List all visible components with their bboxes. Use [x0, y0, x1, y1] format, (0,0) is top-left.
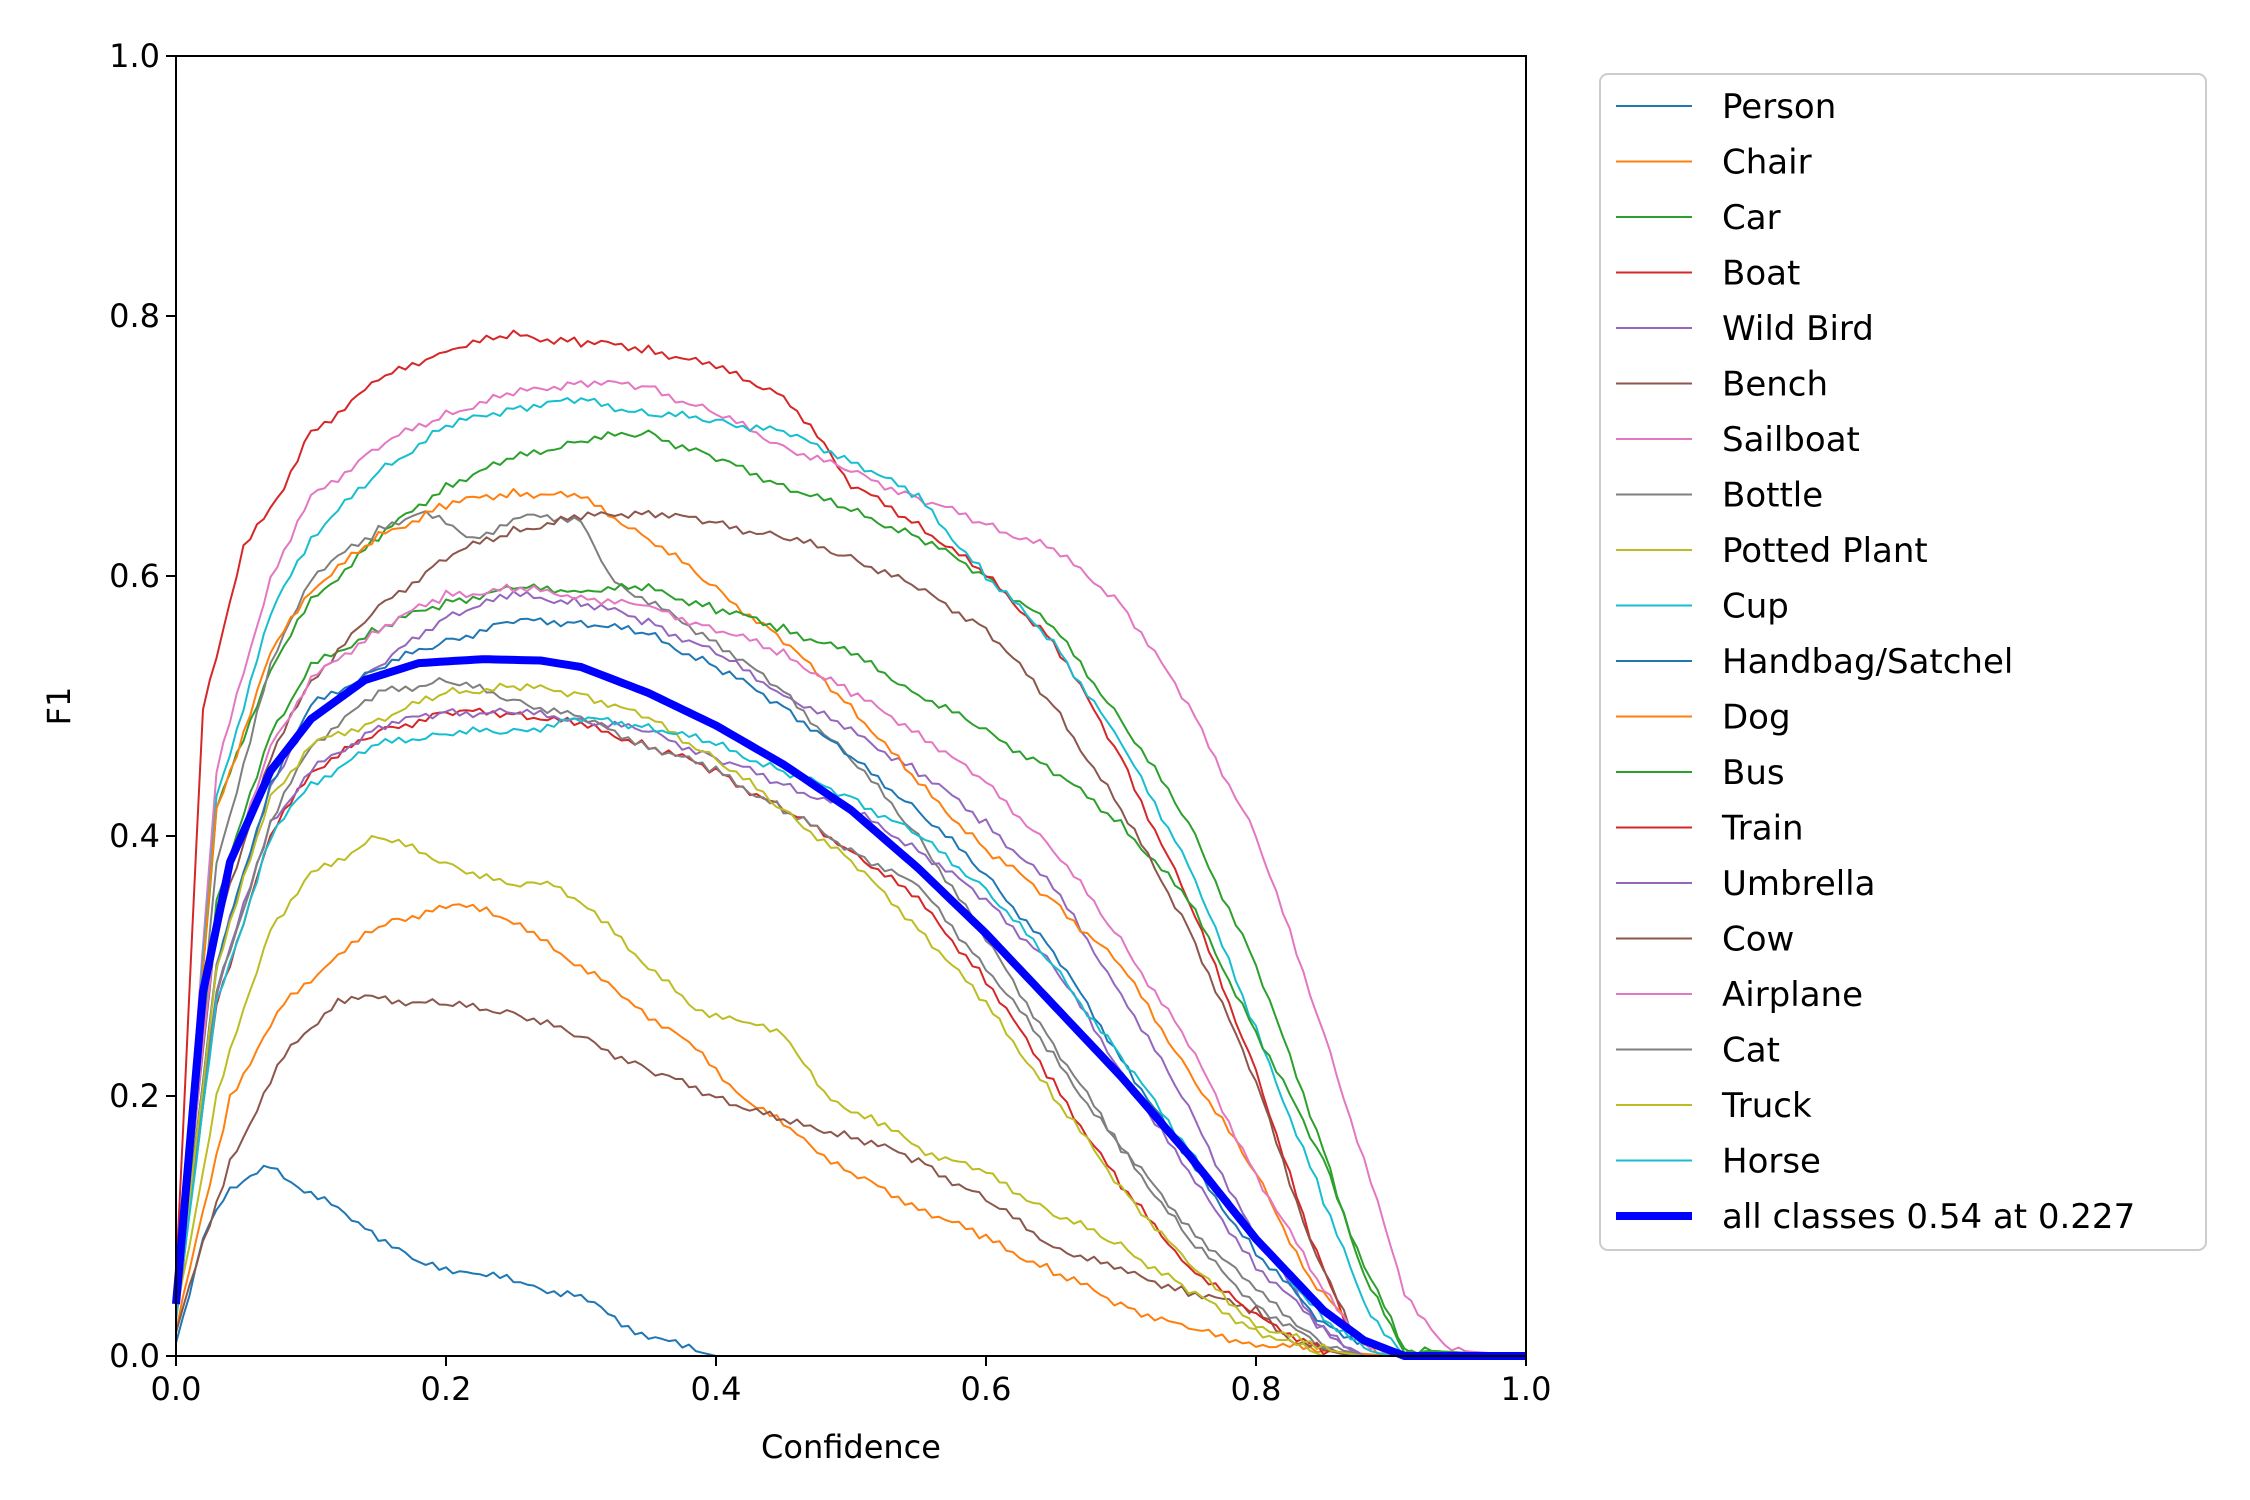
- legend-label: Boat: [1722, 254, 1800, 294]
- series-line-bottle: [175, 510, 1526, 1357]
- x-axis-label: Confidence: [761, 1428, 941, 1466]
- legend-item: Dog: [1616, 698, 1791, 738]
- legend-item: Person: [1616, 87, 1836, 127]
- legend-item: all classes 0.54 at 0.227: [1616, 1197, 2135, 1237]
- legend-label: Cat: [1722, 1031, 1780, 1071]
- legend-label: Chair: [1722, 143, 1812, 183]
- legend-item: Cat: [1616, 1031, 1780, 1071]
- legend-item: Cup: [1616, 587, 1789, 627]
- legend-item: Umbrella: [1616, 864, 1875, 904]
- series-line-truck: [175, 682, 1526, 1357]
- series-line-wild-bird: [175, 590, 1526, 1357]
- series-line-chair: [175, 903, 1526, 1357]
- legend-label: Bench: [1722, 365, 1828, 405]
- x-axis-ticks: 0.0 0.2 0.4 0.6 0.8 1.0: [151, 1356, 1552, 1408]
- series-line-cow: [175, 509, 1526, 1357]
- series-line-bench: [175, 994, 1526, 1357]
- legend-label: Bus: [1722, 753, 1785, 793]
- legend-label: Person: [1722, 87, 1836, 127]
- series-line-cat: [175, 677, 1526, 1357]
- legend-label: Handbag/Satchel: [1722, 642, 2013, 682]
- legend-label: all classes 0.54 at 0.227: [1722, 1197, 2135, 1237]
- legend-item: Car: [1616, 198, 1781, 238]
- legend-item: Bench: [1616, 365, 1828, 405]
- x-tick-label: 0.2: [421, 1370, 472, 1408]
- legend-items: Person Chair Car Boat Wild Bird Bench Sailboat…: [1616, 87, 2135, 1237]
- x-tick-label: 0.6: [961, 1370, 1012, 1408]
- legend-label: Umbrella: [1722, 864, 1875, 904]
- legend-label: Airplane: [1722, 975, 1863, 1015]
- x-tick-label: 0.0: [151, 1370, 202, 1408]
- x-tick-label: 0.4: [691, 1370, 742, 1408]
- legend-item: Boat: [1616, 254, 1800, 294]
- legend-label: Sailboat: [1722, 420, 1860, 460]
- legend-label: Truck: [1721, 1086, 1812, 1126]
- y-tick-label: 0.0: [109, 1337, 160, 1375]
- x-tick-label: 1.0: [1501, 1370, 1552, 1408]
- legend-label: Wild Bird: [1722, 309, 1874, 349]
- series-layer: [172, 329, 1527, 1360]
- legend-label: Dog: [1722, 698, 1791, 738]
- legend-item: Potted Plant: [1616, 531, 1928, 571]
- y-tick-label: 0.4: [109, 817, 160, 855]
- legend-item: Bottle: [1616, 476, 1823, 516]
- legend-item: Handbag/Satchel: [1616, 642, 2013, 682]
- series-line-handbag-satchel: [175, 617, 1526, 1357]
- legend-label: Cup: [1722, 587, 1789, 627]
- legend-label: Train: [1721, 809, 1804, 849]
- plot-frame: [175, 55, 1527, 1357]
- series-line-dog: [175, 488, 1526, 1357]
- legend-frame: [1599, 73, 2207, 1251]
- x-tick-label: 0.8: [1231, 1370, 1282, 1408]
- legend-item: Train: [1616, 809, 1804, 849]
- legend-label: Cow: [1722, 920, 1794, 960]
- legend-label: Horse: [1722, 1142, 1821, 1182]
- legend-item: Bus: [1616, 753, 1785, 793]
- legend-label: Potted Plant: [1722, 531, 1928, 571]
- y-tick-label: 0.8: [109, 297, 160, 335]
- plot-area: [172, 55, 1527, 1360]
- series-line-car: [175, 429, 1527, 1357]
- legend-label: Bottle: [1722, 476, 1823, 516]
- y-tick-label: 0.6: [109, 557, 160, 595]
- legend: Person Chair Car Boat Wild Bird Bench Sailboat…: [1599, 73, 2207, 1251]
- series-line-potted-plant: [175, 834, 1526, 1357]
- series-line-horse: [175, 716, 1526, 1357]
- series-line-all-classes-0-54-at-0-227: [172, 655, 1526, 1360]
- series-line-sailboat: [175, 379, 1527, 1357]
- legend-item: Sailboat: [1616, 420, 1860, 460]
- y-axis-label: F1: [40, 687, 78, 726]
- series-line-boat: [175, 329, 1526, 1357]
- y-tick-label: 0.2: [109, 1077, 160, 1115]
- legend-item: Horse: [1616, 1142, 1821, 1182]
- legend-item: Wild Bird: [1616, 309, 1874, 349]
- series-line-airplane: [175, 583, 1526, 1357]
- legend-label: Car: [1722, 198, 1781, 238]
- y-axis-ticks: 0.0 0.2 0.4 0.6 0.8 1.0: [109, 37, 176, 1375]
- y-tick-label: 1.0: [109, 37, 160, 75]
- legend-item: Cow: [1616, 920, 1794, 960]
- legend-item: Chair: [1616, 143, 1812, 183]
- series-line-cup: [175, 397, 1526, 1357]
- legend-item: Airplane: [1616, 975, 1863, 1015]
- legend-item: Truck: [1616, 1086, 1812, 1126]
